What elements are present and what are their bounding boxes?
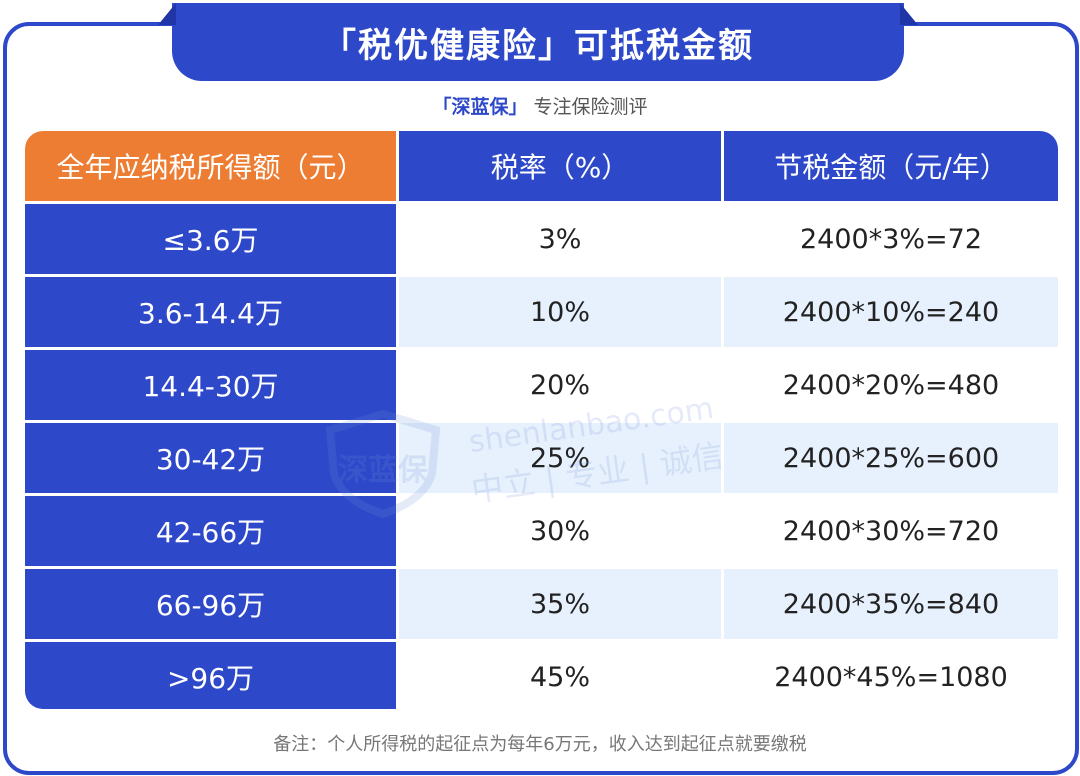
- tax-savings: 2400*20%=480: [724, 350, 1058, 420]
- income-range: >96万: [25, 642, 399, 709]
- header-rate: 税率（%）: [399, 131, 724, 201]
- tax-table: 全年应纳税所得额（元） 税率（%） 节税金额（元/年） ≤3.6万 3% 240…: [25, 131, 1058, 709]
- table-row: 30-42万 25% 2400*25%=600: [25, 420, 1058, 493]
- title-banner: 「税优健康险」可抵税金额: [172, 3, 904, 81]
- tax-rate: 3%: [399, 204, 724, 274]
- income-range: 66-96万: [25, 569, 399, 639]
- tax-savings: 2400*3%=72: [724, 204, 1058, 274]
- tax-savings: 2400*25%=600: [724, 423, 1058, 493]
- tax-rate: 45%: [399, 642, 724, 709]
- table-row: 3.6-14.4万 10% 2400*10%=240: [25, 274, 1058, 347]
- table-row: >96万 45% 2400*45%=1080: [25, 639, 1058, 709]
- income-range: 30-42万: [25, 423, 399, 493]
- income-range: ≤3.6万: [25, 204, 399, 274]
- tax-savings: 2400*30%=720: [724, 496, 1058, 566]
- tax-savings: 2400*35%=840: [724, 569, 1058, 639]
- tax-rate: 20%: [399, 350, 724, 420]
- table-row: 14.4-30万 20% 2400*20%=480: [25, 347, 1058, 420]
- table-row: 66-96万 35% 2400*35%=840: [25, 566, 1058, 639]
- page-title: 「税优健康险」可抵税金额: [322, 25, 754, 66]
- income-range: 3.6-14.4万: [25, 277, 399, 347]
- table-row: ≤3.6万 3% 2400*3%=72: [25, 201, 1058, 274]
- tax-rate: 35%: [399, 569, 724, 639]
- income-range: 14.4-30万: [25, 350, 399, 420]
- brand-tagline: 专注保险测评: [533, 96, 648, 118]
- header-savings: 节税金额（元/年）: [724, 131, 1058, 201]
- tax-savings: 2400*10%=240: [724, 277, 1058, 347]
- tax-rate: 10%: [399, 277, 724, 347]
- footnote: 备注：个人所得税的起征点为每年6万元，收入达到起征点就要缴税: [273, 734, 807, 755]
- tax-rate: 25%: [399, 423, 724, 493]
- tax-rate: 30%: [399, 496, 724, 566]
- brand-name: 「深蓝保」: [432, 96, 528, 118]
- header-income: 全年应纳税所得额（元）: [25, 131, 399, 201]
- income-range: 42-66万: [25, 496, 399, 566]
- subtitle: 「深蓝保」 专注保险测评: [0, 92, 1080, 119]
- table-row: 42-66万 30% 2400*30%=720: [25, 493, 1058, 566]
- tax-savings: 2400*45%=1080: [724, 642, 1058, 709]
- table-header-row: 全年应纳税所得额（元） 税率（%） 节税金额（元/年）: [25, 131, 1058, 201]
